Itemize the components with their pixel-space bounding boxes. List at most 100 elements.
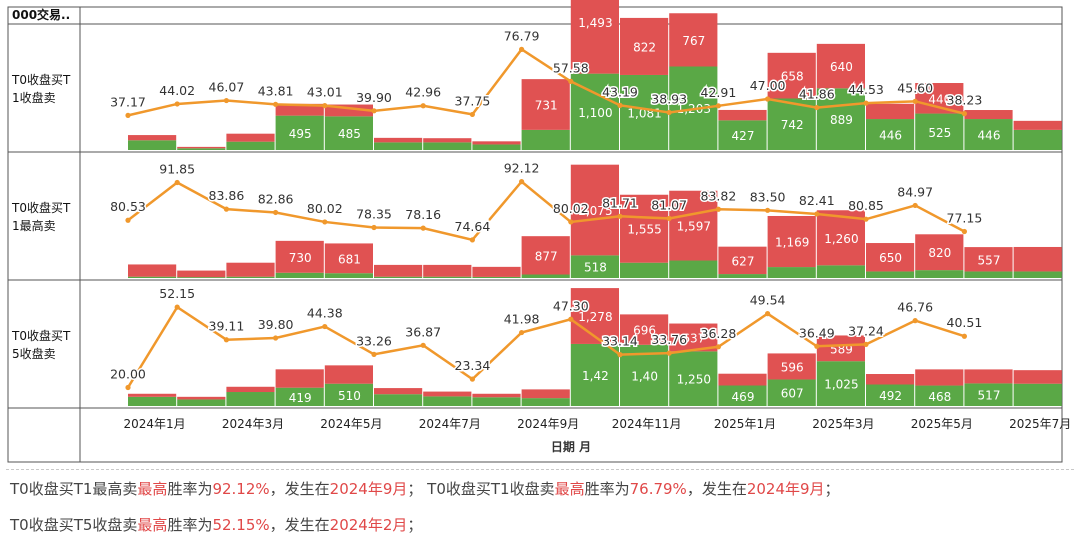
win-rate-label: 57.58 — [553, 60, 589, 75]
win-rate-point — [273, 209, 279, 216]
highlight-text: 2024年9月 — [746, 480, 825, 498]
loss-bar-label: 877 — [535, 249, 558, 263]
loss-bar-label: 596 — [781, 360, 804, 374]
loss-bar-label: 1,493 — [578, 16, 612, 30]
win-rate-label: 91.85 — [159, 162, 195, 177]
win-rate-point — [519, 46, 525, 52]
loss-bar-label: 650 — [879, 251, 902, 265]
win-rate-point — [765, 311, 771, 317]
win-rate-point — [469, 111, 475, 118]
win-rate-label: 83.82 — [701, 188, 737, 203]
win-rate-label: 39.11 — [209, 319, 245, 334]
win-bar-label: 495 — [289, 127, 312, 141]
trading-winrate-chart: 000交易.. T0收盘买T 1收盘卖 495 485 731 1,100 1,493 1,0… — [7, 0, 1072, 463]
win-rate-point — [715, 103, 722, 109]
header-title: 000交易.. — [12, 7, 70, 22]
annotation-text: T0收盘买T5收盘卖 — [10, 516, 138, 534]
win-rate-point — [961, 111, 968, 117]
x-tick-label: 2025年5月 — [911, 417, 973, 431]
win-bar-label: 1,42 — [582, 369, 609, 383]
win-rate-point — [125, 384, 131, 391]
loss-bar — [1013, 120, 1062, 130]
win-rate-point — [125, 217, 131, 223]
win-bar — [1013, 383, 1062, 406]
win-bar — [128, 140, 177, 150]
win-rate-label: 20.00 — [110, 367, 146, 382]
win-rate-point — [961, 333, 968, 339]
x-tick-label: 2025年7月 — [1009, 417, 1071, 431]
win-rate-label: 81.71 — [602, 195, 638, 210]
win-bar-label: 485 — [338, 127, 361, 141]
win-rate-point — [666, 350, 672, 356]
win-bar — [521, 398, 570, 406]
panel-label-line: 1最高卖 — [12, 218, 56, 233]
x-tick-label: 2025年1月 — [714, 417, 776, 431]
win-rate-label: 41.98 — [504, 312, 540, 327]
win-rate-label: 80.85 — [848, 198, 884, 213]
win-bar — [718, 385, 767, 406]
loss-bar — [866, 243, 915, 272]
win-rate-label: 80.53 — [110, 199, 146, 214]
loss-bar — [275, 103, 324, 116]
loss-bar-label: 557 — [978, 253, 1001, 267]
win-rate-point — [322, 219, 328, 225]
loss-bar — [570, 0, 619, 74]
win-rate-label: 44.38 — [307, 306, 343, 321]
win-bar-label: 889 — [830, 113, 853, 127]
win-bar-label: 468 — [928, 390, 951, 404]
loss-bar — [521, 389, 570, 399]
win-bar — [1013, 271, 1062, 278]
loss-bar — [423, 138, 472, 143]
win-rate-label: 37.17 — [110, 94, 146, 109]
win-rate-point — [223, 206, 229, 212]
x-axis: 2024年1月 2024年3月 2024年5月 2024年7月 2024年9月 2024年… — [124, 417, 1072, 431]
loss-bar — [767, 52, 816, 99]
loss-bar-label: 2,075 — [578, 204, 612, 218]
win-rate-point — [666, 109, 672, 116]
win-rate-line — [127, 179, 965, 242]
win-bar-label: 1,40 — [631, 369, 658, 383]
win-rate-label: 36.87 — [405, 324, 441, 339]
win-bar — [767, 379, 816, 406]
win-bar — [177, 148, 226, 150]
loss-bar — [423, 391, 472, 397]
loss-bar — [374, 388, 423, 395]
loss-bar — [718, 109, 767, 121]
win-rate-label: 44.53 — [848, 82, 884, 97]
x-tick-label: 2024年7月 — [419, 417, 481, 431]
win-rate-point — [469, 376, 475, 382]
win-bar — [964, 119, 1013, 150]
win-rate-line — [126, 305, 965, 389]
x-tick-label: 2024年5月 — [320, 417, 382, 431]
loss-bar — [521, 79, 570, 130]
win-rate-point — [420, 225, 426, 231]
loss-bar — [1013, 370, 1062, 384]
loss-bar — [915, 369, 964, 386]
loss-bar — [177, 396, 226, 400]
win-rate-point — [568, 219, 574, 225]
win-bar — [324, 383, 373, 406]
win-bar — [816, 361, 865, 406]
win-rate-label: 78.35 — [356, 207, 392, 222]
win-rate-point — [765, 96, 771, 102]
loss-bar — [128, 393, 177, 397]
win-rate-point — [322, 323, 328, 330]
win-bar-label: 419 — [289, 391, 312, 405]
win-rate-point — [715, 344, 722, 350]
annotation-text: ； — [407, 516, 423, 534]
panel-label-line: T0收盘买T — [11, 200, 71, 215]
highlight-text: 52.15% — [212, 516, 270, 534]
win-rate-line — [127, 47, 965, 117]
highlight-text: 76.79% — [629, 480, 687, 498]
loss-bar — [472, 266, 521, 277]
win-rate-point — [765, 207, 771, 213]
annotation-text: ； — [824, 480, 840, 498]
win-bar-label: 517 — [978, 389, 1001, 403]
loss-bar-label: 640 — [830, 60, 853, 74]
loss-bar — [275, 240, 324, 273]
annotation-text: ，发生在 — [686, 480, 747, 498]
loss-bar — [718, 246, 767, 275]
loss-bar — [374, 137, 423, 143]
highlight-text: 2024年2月 — [329, 516, 408, 534]
loss-bar — [324, 104, 373, 117]
